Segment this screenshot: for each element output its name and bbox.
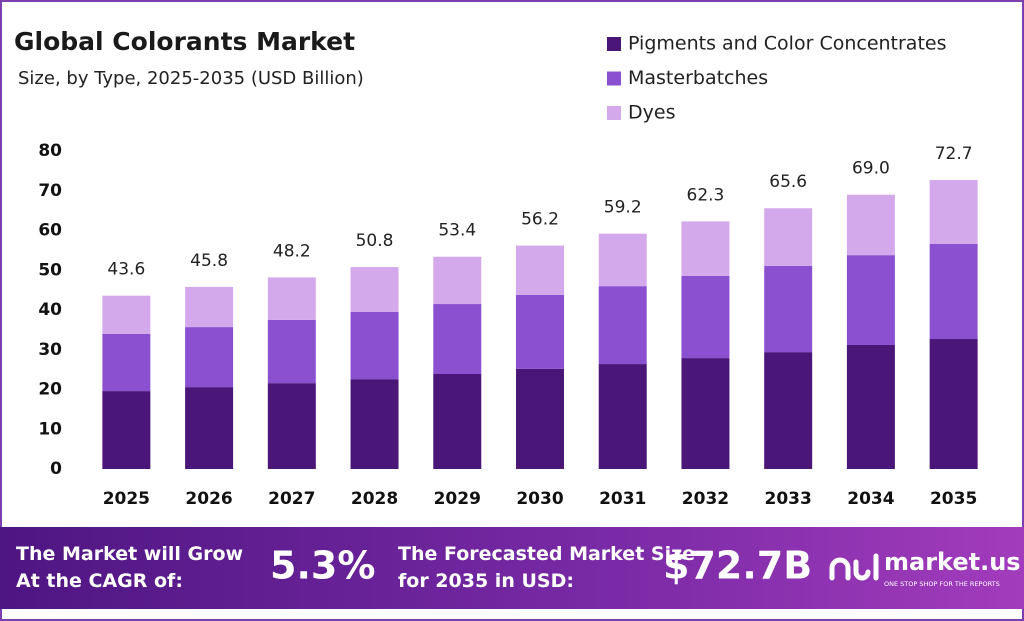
legend-swatch bbox=[607, 71, 621, 86]
x-tick-label: 2033 bbox=[765, 489, 812, 509]
legend-label: Dyes bbox=[628, 102, 675, 124]
legend-label: Pigments and Color Concentrates bbox=[628, 33, 947, 55]
bar-segment bbox=[102, 333, 151, 392]
y-tick-label: 20 bbox=[38, 380, 62, 400]
bar-segment bbox=[267, 277, 316, 320]
x-tick-label: 2032 bbox=[682, 489, 729, 509]
x-tick-label: 2025 bbox=[103, 489, 150, 509]
y-tick-label: 10 bbox=[38, 419, 62, 439]
bar-segment bbox=[516, 294, 564, 369]
total-label: 62.3 bbox=[687, 185, 725, 205]
footer-band bbox=[0, 527, 1024, 609]
bar-segment bbox=[185, 286, 234, 328]
bar-segment bbox=[267, 383, 316, 469]
x-tick-label: 2034 bbox=[847, 489, 894, 509]
y-tick-label: 70 bbox=[38, 181, 62, 201]
chart-subtitle: Size, by Type, 2025-2035 (USD Billion) bbox=[18, 68, 364, 89]
bar-segment bbox=[681, 358, 730, 469]
x-tick-label: 2030 bbox=[516, 489, 563, 509]
cagr-text: The Market will Grow At the CAGR of: bbox=[16, 543, 243, 592]
bar-segment bbox=[764, 265, 813, 353]
total-label: 69.0 bbox=[852, 159, 890, 179]
bar-segment bbox=[102, 391, 151, 469]
logo: market.us bbox=[884, 548, 1021, 576]
bar-segment bbox=[681, 221, 730, 276]
bar-segment bbox=[185, 327, 234, 388]
x-tick-label: 2028 bbox=[351, 489, 398, 509]
forecast-text: The Forecasted Market Size for 2035 in US… bbox=[398, 543, 695, 592]
y-tick-label: 50 bbox=[38, 260, 62, 280]
y-tick-label: 40 bbox=[38, 300, 62, 320]
x-tick-label: 2027 bbox=[268, 489, 315, 509]
bar-segment bbox=[350, 379, 399, 469]
legend-swatch bbox=[607, 37, 621, 51]
bar-segment bbox=[350, 267, 399, 312]
y-tick-label: 80 bbox=[38, 141, 62, 161]
y-tick-label: 60 bbox=[38, 221, 62, 241]
bar-segment bbox=[516, 368, 564, 469]
total-label: 65.6 bbox=[769, 172, 807, 192]
tagline: ONE STOP SHOP FOR THE REPORTS bbox=[884, 580, 1000, 588]
bar-segment bbox=[764, 352, 813, 469]
bar-segment bbox=[267, 319, 316, 384]
total-label: 59.2 bbox=[604, 198, 642, 218]
total-label: 72.7 bbox=[935, 144, 973, 164]
total-label: 50.8 bbox=[356, 231, 394, 251]
bar-segment bbox=[929, 180, 978, 245]
bar-segment bbox=[929, 244, 978, 340]
total-label: 53.4 bbox=[438, 221, 476, 241]
x-tick-label: 2026 bbox=[185, 489, 232, 509]
bar-segment bbox=[764, 208, 813, 266]
x-tick-label: 2029 bbox=[434, 489, 481, 509]
bar-segment bbox=[846, 194, 895, 256]
bar-segment bbox=[516, 245, 564, 295]
y-tick-label: 30 bbox=[38, 340, 62, 360]
bar-segment bbox=[102, 295, 151, 334]
bar-segment bbox=[598, 233, 647, 287]
total-label: 43.6 bbox=[107, 260, 145, 280]
bar-segment bbox=[185, 387, 234, 469]
bar-segment bbox=[433, 256, 482, 305]
forecast-value: $72.7B bbox=[663, 544, 812, 588]
legend-swatch bbox=[607, 106, 621, 120]
bar-segment bbox=[433, 304, 482, 374]
x-tick-label: 2031 bbox=[599, 489, 646, 509]
y-tick-label: 0 bbox=[50, 459, 62, 479]
bar-segment bbox=[350, 311, 399, 380]
chart-title: Global Colorants Market bbox=[14, 27, 355, 56]
bar-segment bbox=[846, 344, 895, 469]
logo-icon bbox=[829, 553, 879, 581]
legend-label: Masterbatches bbox=[628, 67, 768, 89]
x-tick-label: 2035 bbox=[930, 489, 977, 509]
total-label: 48.2 bbox=[273, 241, 311, 261]
bar-segment bbox=[929, 339, 978, 469]
bar-segment bbox=[846, 255, 895, 345]
total-label: 56.2 bbox=[521, 210, 559, 230]
cagr-value: 5.3% bbox=[270, 544, 375, 588]
bar-segment bbox=[433, 373, 482, 469]
bar-segment bbox=[598, 286, 647, 365]
bar-segment bbox=[598, 364, 647, 469]
bar-segment bbox=[681, 275, 730, 359]
total-label: 45.8 bbox=[190, 251, 228, 271]
